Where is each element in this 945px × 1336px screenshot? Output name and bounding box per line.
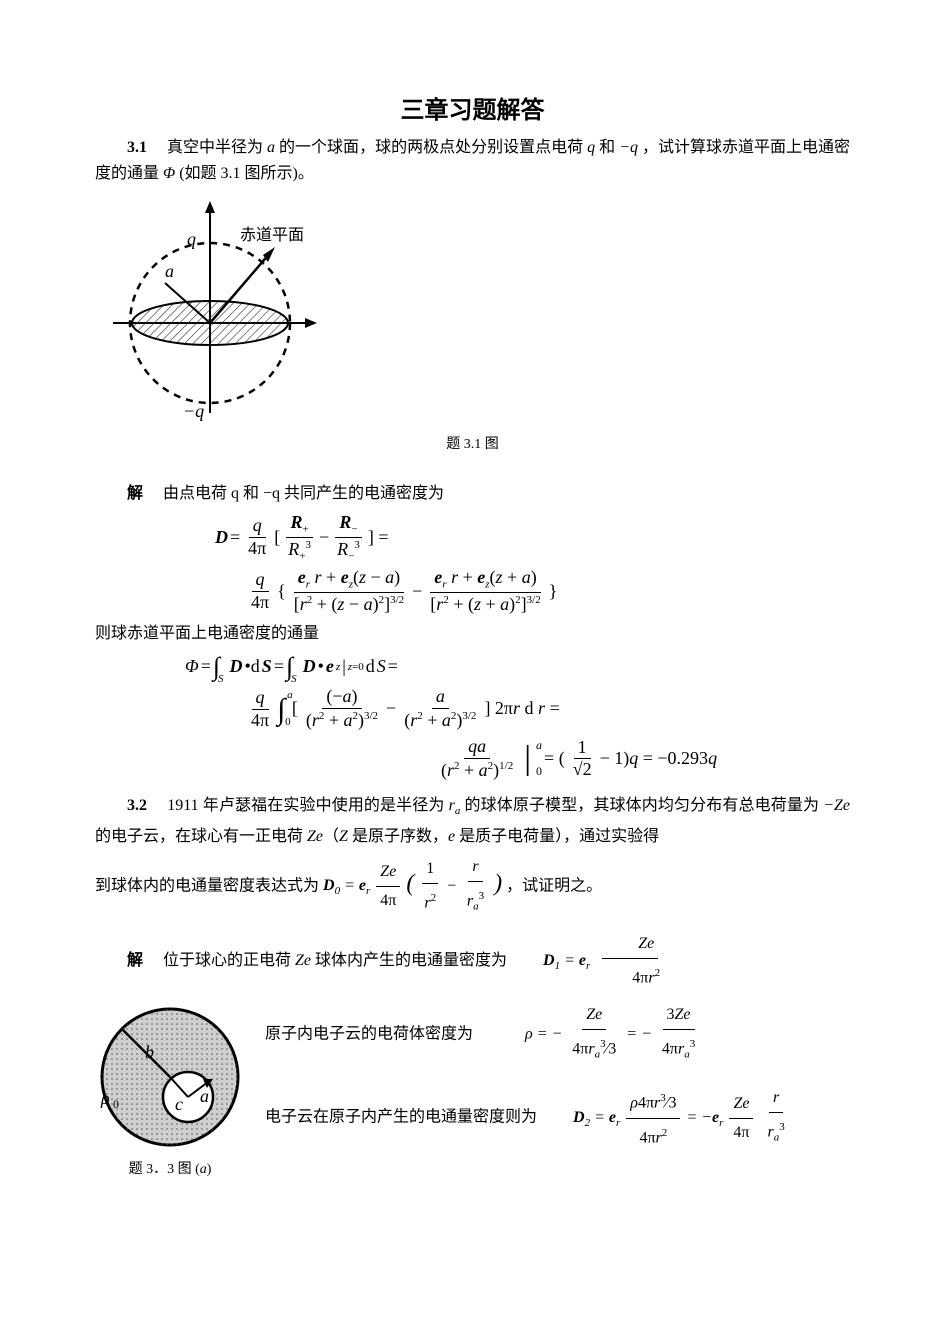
- d2-line: 电子云在原子内产生的电通量密度则为 D2 = er ρ4πr3⁄34πr2 = …: [265, 1085, 850, 1151]
- page-title: 三章习题解答: [95, 90, 850, 125]
- equation-d-line1: D = q4π [ R+R+3 − R−R−3 ] =: [215, 513, 850, 562]
- svg-text:b: b: [145, 1042, 154, 1062]
- solution-label-2: 解: [127, 952, 143, 969]
- problem-3-2-text-line2: 到球体内的电通量密度表达式为 D0 = er Ze4π ( 1r2 − rra3…: [95, 854, 850, 920]
- svg-text:ρ: ρ: [100, 1088, 110, 1108]
- sol-intro-text: 由点电荷 q 和 −q 共同产生的电通密度为: [163, 485, 444, 502]
- figure-3-3-caption: 题 3．3 图 (a): [95, 1158, 245, 1178]
- figure-3-3: b a c ρ 0 题 3．3 图 (a): [95, 1002, 245, 1178]
- rho-line: 原子内电子云的电荷体密度为 ρ = − Ze4πra3⁄3 = − 3Ze4πr…: [265, 1002, 850, 1068]
- problem-3-1-text: 3.1 真空中半径为 a 的一个球面，球的两极点处分别设置点电荷 q 和 −q …: [95, 135, 850, 187]
- solution-label: 解: [127, 485, 143, 502]
- label-3-1: 3.1: [127, 139, 147, 156]
- figure-3-1-caption: 题 3.1 图: [95, 433, 850, 453]
- svg-text:a: a: [200, 1086, 209, 1106]
- equation-d-line2: q4π { er r + ez(z − a) [r2 + (z − a)2]3/…: [245, 568, 850, 614]
- equation-phi-line1: Φ = ∫S D•d S = ∫S D•ez |z=0 d S =: [185, 653, 850, 682]
- solution-3-1-intro: 解 由点电荷 q 和 −q 共同产生的电通密度为: [95, 481, 850, 507]
- svg-text:赤道平面: 赤道平面: [240, 226, 304, 244]
- solution-3-2-d1: 解 位于球心的正电荷 Ze 球体内产生的电通量密度为 D1 = er Ze4πr…: [95, 931, 850, 991]
- svg-text:q: q: [187, 229, 196, 249]
- row-fig-eqs: b a c ρ 0 题 3．3 图 (a) 原子内电子云的电荷体密度为 ρ = …: [95, 1002, 850, 1178]
- svg-text:−q: −q: [183, 401, 204, 421]
- svg-text:c: c: [175, 1094, 183, 1114]
- equation-phi-line3: qa(r2 + a2)1/2 | a 0 = ( 1√2 − 1)q = −0.…: [435, 737, 850, 781]
- figure-3-1: q a 赤道平面 −q: [95, 195, 850, 425]
- svg-text:a: a: [165, 261, 174, 281]
- mid-text: 则球赤道平面上电通密度的通量: [95, 621, 850, 647]
- label-3-2: 3.2: [127, 797, 147, 814]
- svg-text:0: 0: [113, 1097, 119, 1111]
- problem-3-2-text: 3.2 1911 年卢瑟福在实验中使用的是半径为 ra 的球体原子模型，其球体内…: [95, 793, 850, 850]
- equation-phi-line2: q4π ∫ a 0 [ (−a)(r2 + a2)3/2 − a(r2 + a2…: [245, 687, 850, 731]
